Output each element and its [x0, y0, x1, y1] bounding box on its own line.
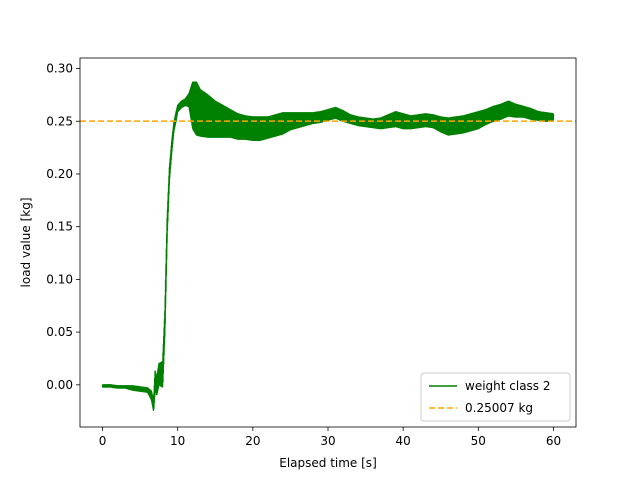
legend-label-weight-class: weight class 2	[465, 379, 551, 393]
x-tick-label: 40	[396, 434, 411, 448]
legend: weight class 2 0.25007 kg	[420, 372, 571, 422]
axes: 0 10 20 30 40 50 60 0.00 0.05 0.10 0.15 0.20 0.25 0.3…	[46, 62, 561, 448]
legend-box	[420, 372, 571, 422]
y-tick-label: 0.00	[46, 378, 73, 392]
x-tick-label: 60	[546, 434, 561, 448]
plot-area	[80, 81, 576, 411]
y-tick-label: 0.10	[46, 272, 73, 286]
x-tick-label: 20	[245, 434, 260, 448]
y-tick-label: 0.15	[46, 220, 73, 234]
x-tick-label: 30	[320, 434, 335, 448]
x-tick-label: 0	[99, 434, 107, 448]
y-tick-label: 0.20	[46, 167, 73, 181]
x-tick-label: 50	[471, 434, 486, 448]
y-tick-label: 0.05	[46, 325, 73, 339]
y-tick-label: 0.30	[46, 62, 73, 76]
x-axis-title: Elapsed time [s]	[279, 456, 377, 470]
axes-frame	[79, 57, 577, 428]
x-tick-label: 10	[170, 434, 185, 448]
y-tick-label: 0.25	[46, 114, 73, 128]
series-line-weight-class	[101, 81, 555, 411]
legend-label-reference: 0.25007 kg	[465, 401, 533, 415]
y-axis-title: load value [kg]	[19, 198, 33, 288]
